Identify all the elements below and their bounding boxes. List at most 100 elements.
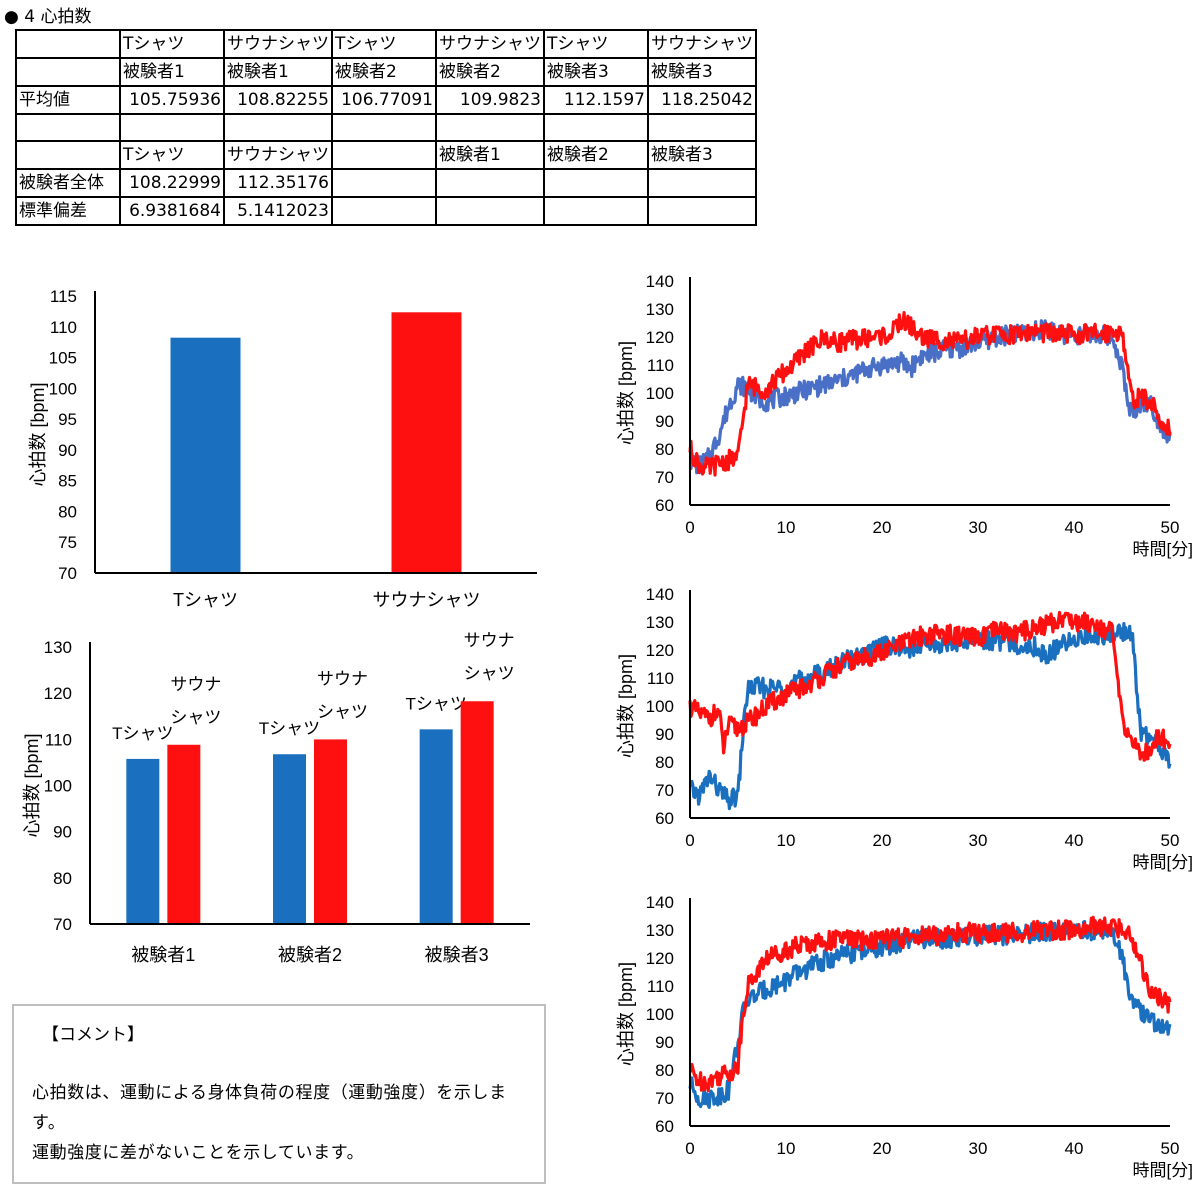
table-cell[interactable]: 被験者全体 — [15, 167, 121, 198]
subject2-line-chart: 60 70 80 90 100 110 120 130 140 0 10 20 30 40 50 時間[分] 心… — [616, 585, 1193, 872]
table-cell[interactable]: 6.9381684 — [119, 195, 225, 226]
table-cell[interactable] — [435, 195, 545, 226]
table-cell[interactable]: 5.1412023 — [223, 195, 333, 226]
comment-box: 【コメント】 心拍数は、運動による身体負荷の程度（運動強度）を示します。 運動強… — [12, 1004, 546, 1184]
table-cell[interactable]: 106.77091 — [331, 85, 437, 115]
bar — [419, 729, 453, 924]
y-tick-label: 110 — [647, 669, 674, 688]
y-tick-label: 60 — [655, 496, 674, 515]
table-row: Tシャツ サウナシャツ 被験者1 被験者2 被験者3 — [15, 139, 757, 170]
table-cell[interactable]: Tシャツ — [331, 29, 437, 59]
series-line — [688, 311, 1172, 477]
table-cell[interactable]: サウナシャツ — [647, 29, 757, 59]
x-tick-label: 被験者3 — [425, 945, 489, 965]
table-cell[interactable] — [119, 113, 225, 142]
y-tick-label: 100 — [646, 384, 674, 403]
table-cell[interactable] — [543, 195, 649, 226]
y-tick-label: 100 — [646, 1005, 674, 1024]
table-cell[interactable]: 被験者2 — [331, 57, 437, 87]
y-tick-label: 100 — [49, 379, 77, 398]
y-tick-label: 80 — [58, 502, 77, 521]
table-cell[interactable]: 112.35176 — [223, 167, 333, 198]
table-cell[interactable] — [15, 57, 121, 87]
y-tick-label: 140 — [646, 893, 674, 912]
bar — [126, 758, 160, 924]
table-cell[interactable] — [435, 167, 545, 198]
table-cell[interactable] — [543, 113, 649, 142]
table-cell[interactable]: 被験者1 — [435, 139, 545, 170]
x-axis-label: 時間[分] — [1133, 540, 1193, 559]
table-row: 被験者全体 108.22999 112.35176 — [15, 167, 757, 198]
table-cell[interactable] — [331, 139, 437, 170]
comment-line: 運動強度に差がないことを示しています。 — [32, 1143, 365, 1163]
table-cell[interactable]: サウナシャツ — [223, 139, 333, 170]
table-cell[interactable]: 被験者3 — [647, 139, 757, 170]
y-tick-label: 130 — [646, 300, 674, 319]
table-cell[interactable] — [543, 167, 649, 198]
x-tick-label: 50 — [1161, 1139, 1180, 1158]
table-cell[interactable]: 被験者3 — [543, 57, 649, 87]
series-line — [688, 915, 1172, 1093]
table-cell[interactable]: 標準偏差 — [15, 195, 121, 226]
table-cell[interactable]: 被験者2 — [543, 139, 649, 170]
table-cell[interactable] — [15, 29, 121, 59]
y-tick-label: 100 — [44, 777, 72, 796]
table-cell[interactable]: Tシャツ — [119, 139, 225, 170]
table-cell[interactable]: 108.22999 — [119, 167, 225, 198]
table-cell[interactable] — [15, 113, 121, 142]
summary-table: Tシャツ サウナシャツ Tシャツ サウナシャツ Tシャツ サウナシャツ 被験者1 被験者1 被験… — [15, 29, 757, 226]
table-cell[interactable]: 被験者1 — [119, 57, 225, 87]
bar — [314, 739, 347, 924]
x-tick-label: 30 — [969, 1139, 988, 1158]
x-tick-label: 0 — [685, 831, 694, 850]
y-tick-label: 90 — [655, 1033, 674, 1052]
x-axis-label: 時間[分] — [1133, 1161, 1193, 1180]
section-title: ● 4 心拍数 — [4, 7, 92, 27]
table-cell[interactable]: サウナシャツ — [223, 29, 333, 59]
data-label: シャツ — [317, 702, 368, 721]
table-cell[interactable] — [647, 113, 757, 142]
table-cell[interactable]: 105.75936 — [119, 85, 225, 115]
table-row — [15, 113, 757, 142]
table-cell[interactable]: 被験者2 — [435, 57, 545, 87]
data-label: シャツ — [170, 708, 221, 727]
bar — [391, 312, 462, 573]
bar — [460, 701, 494, 924]
table-cell[interactable]: 被験者3 — [647, 57, 757, 87]
series-line — [688, 610, 1172, 762]
table-cell[interactable]: 112.1597 — [543, 85, 649, 115]
table-cell[interactable]: 被験者1 — [223, 57, 333, 87]
table-cell[interactable]: 118.25042 — [647, 85, 757, 115]
table-cell[interactable] — [15, 139, 121, 170]
x-tick-label: 40 — [1065, 518, 1084, 537]
x-tick-label: 20 — [873, 1139, 892, 1158]
table-cell[interactable] — [647, 167, 757, 198]
table-cell[interactable]: 平均値 — [15, 85, 121, 115]
table-row: 標準偏差 6.9381684 5.1412023 — [15, 195, 757, 226]
table-cell[interactable] — [435, 113, 545, 142]
y-tick-label: 130 — [646, 613, 674, 632]
table-cell[interactable]: 108.82255 — [223, 85, 333, 115]
y-tick-label: 80 — [655, 440, 674, 459]
bar — [170, 337, 241, 573]
data-label: Tシャツ — [112, 724, 173, 743]
series-line — [689, 319, 1172, 475]
table-cell[interactable] — [223, 113, 333, 142]
table-cell[interactable] — [331, 195, 437, 226]
x-tick-label: 被験者2 — [278, 945, 342, 965]
table-cell[interactable]: Tシャツ — [119, 29, 225, 59]
table-cell[interactable]: Tシャツ — [543, 29, 649, 59]
y-tick-label: 130 — [44, 638, 72, 657]
y-tick-label: 105 — [49, 349, 77, 368]
table-cell[interactable]: 109.9823 — [435, 85, 545, 115]
series-line — [688, 919, 1172, 1109]
y-tick-label: 85 — [58, 472, 77, 491]
table-cell[interactable] — [331, 113, 437, 142]
per-subject-bar-chart: 708090100110120130Tシャツサウナシャツ被験者1Tシャツサウナシ… — [22, 631, 530, 965]
table-cell[interactable] — [331, 167, 437, 198]
y-tick-label: 60 — [655, 1117, 674, 1136]
x-tick-label: Tシャツ — [173, 590, 238, 610]
table-cell[interactable]: サウナシャツ — [435, 29, 545, 59]
table-cell[interactable] — [647, 195, 757, 226]
y-tick-label: 120 — [646, 641, 674, 660]
